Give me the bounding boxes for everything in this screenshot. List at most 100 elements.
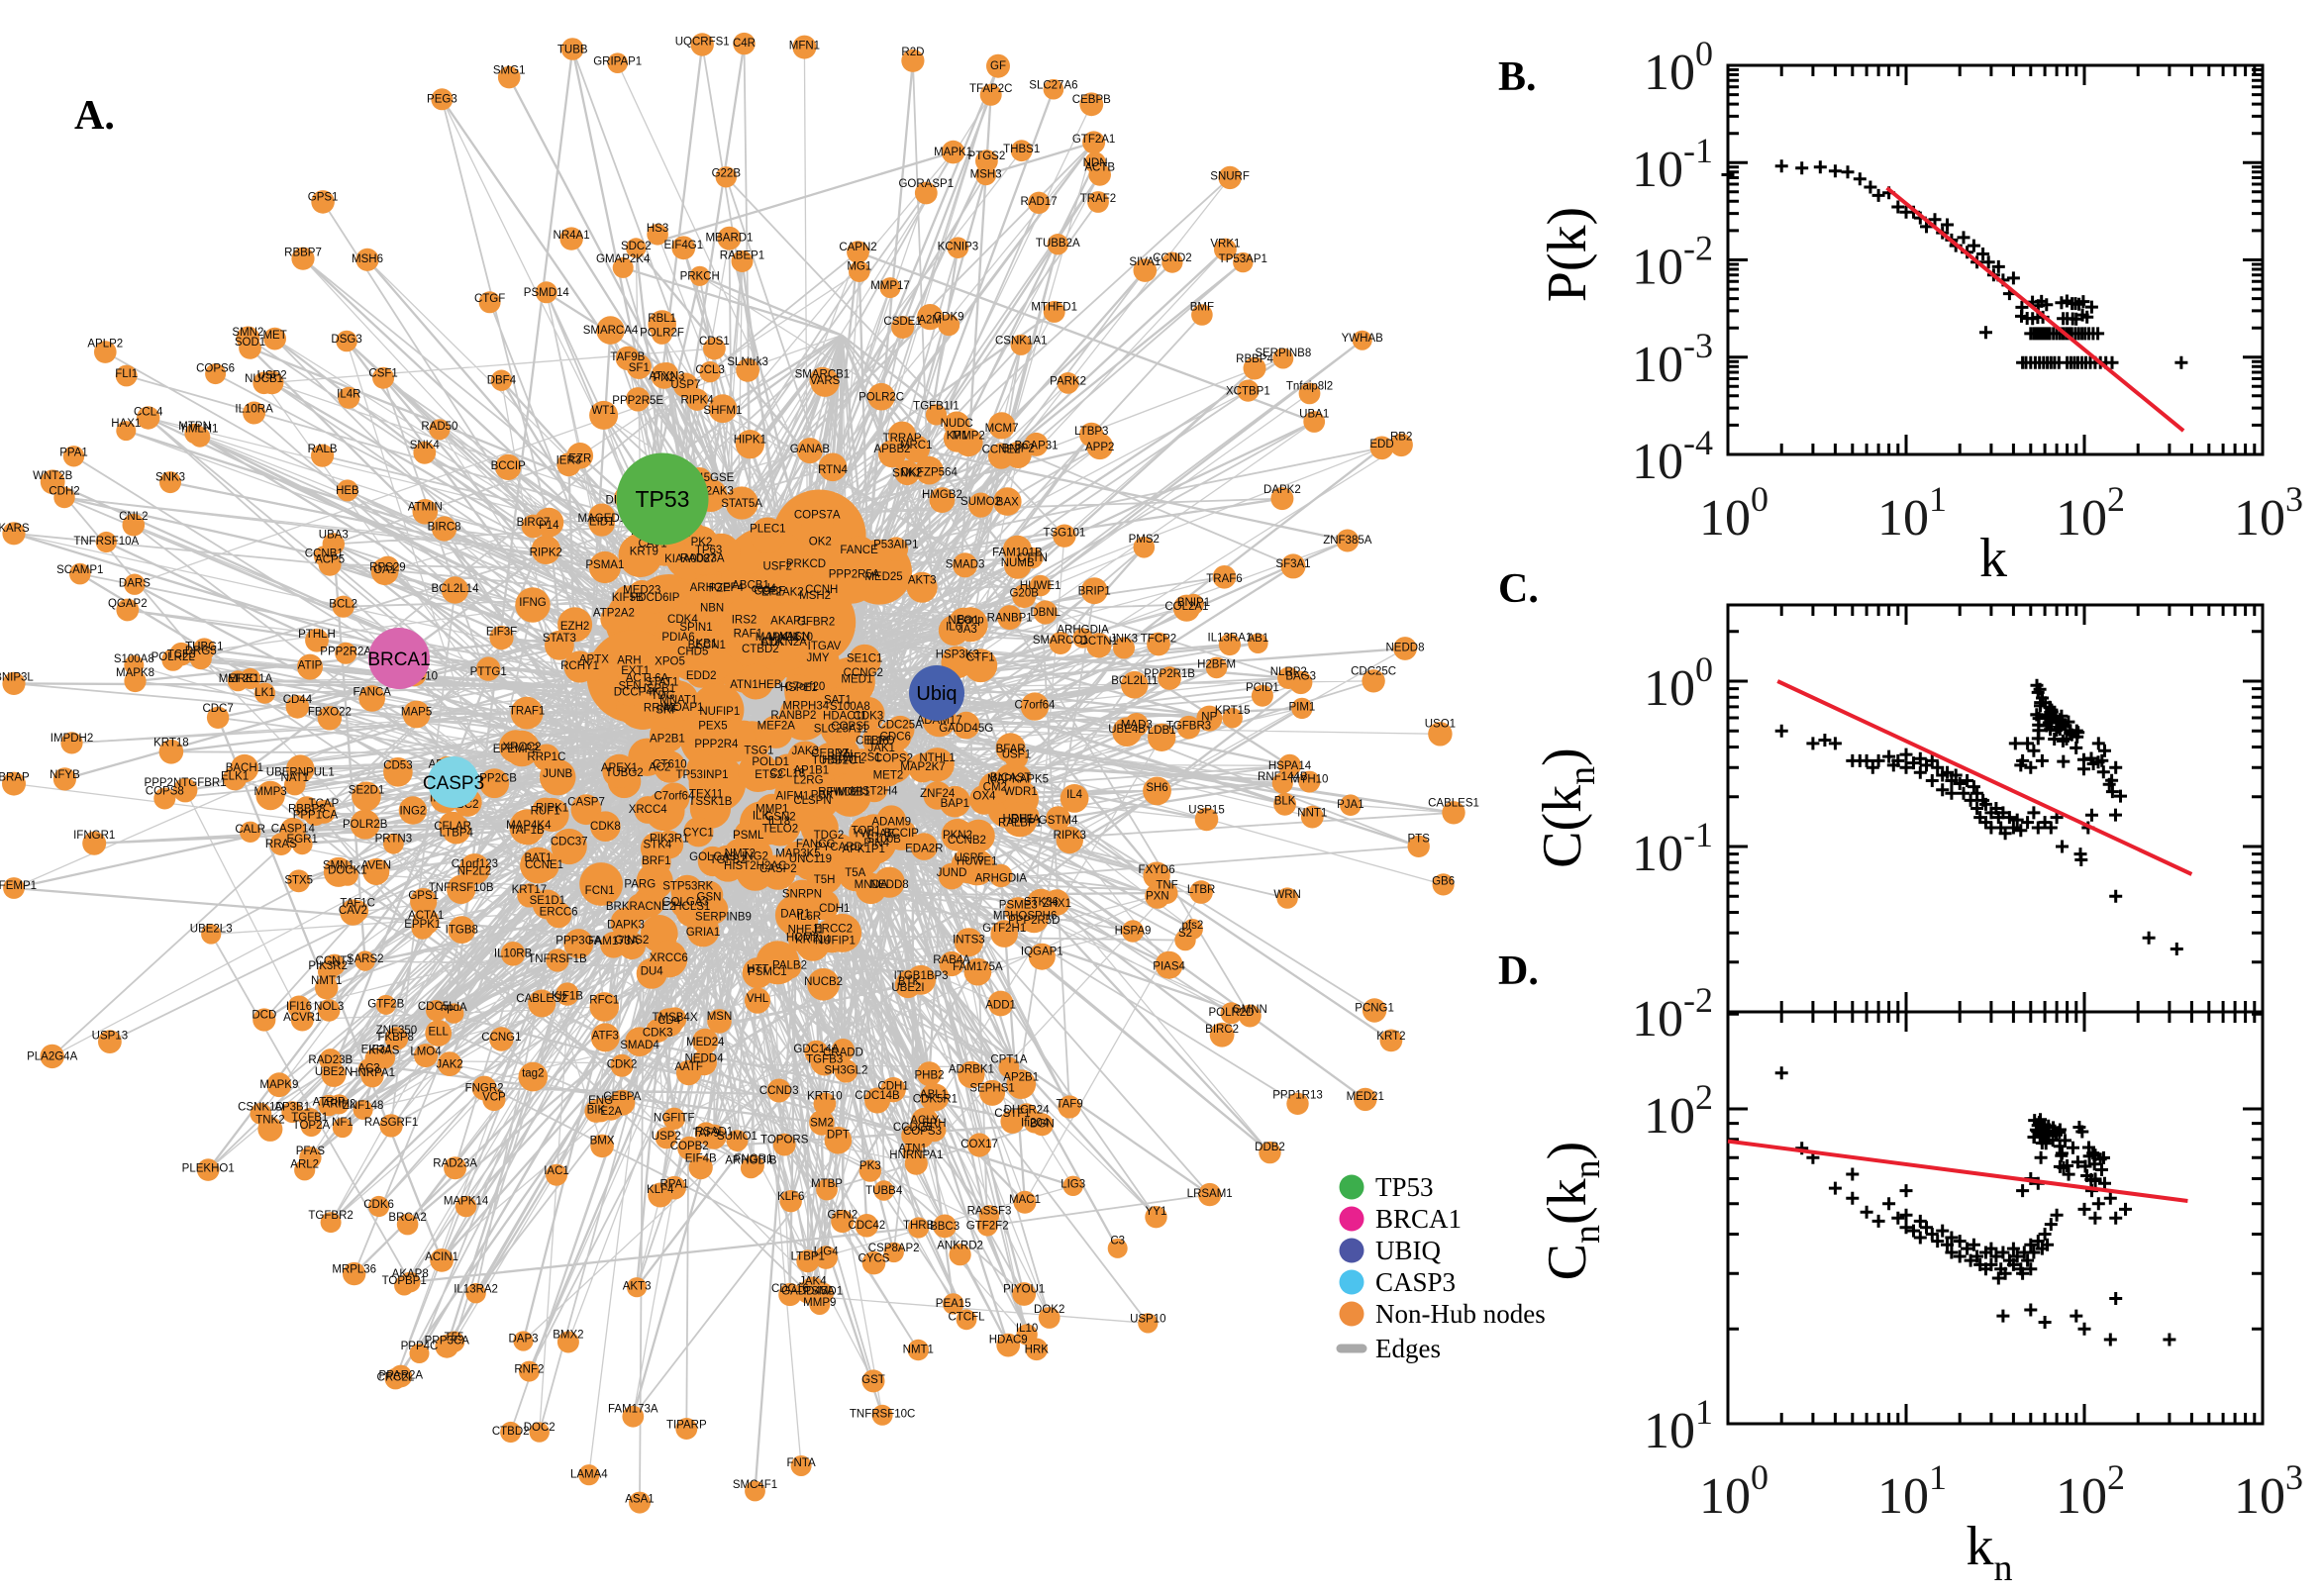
svg-text:ACTA1: ACTA1	[408, 910, 444, 922]
svg-text:IL13RA1: IL13RA1	[1208, 633, 1253, 645]
svg-text:FANCA: FANCA	[354, 687, 392, 699]
svg-text:PCID1: PCID1	[1246, 682, 1279, 694]
svg-text:SPIN1: SPIN1	[679, 622, 712, 634]
svg-text:CABLES2: CABLES2	[516, 993, 567, 1005]
svg-text:KRAS: KRAS	[368, 1046, 400, 1057]
svg-text:SNK4: SNK4	[410, 440, 441, 451]
svg-text:LIG3: LIG3	[1060, 1179, 1085, 1191]
svg-text:RASGRF1: RASGRF1	[364, 1117, 418, 1129]
svg-text:KIAA0087: KIAA0087	[664, 553, 716, 565]
svg-text:TNF: TNF	[1156, 880, 1177, 892]
svg-text:CCNT1: CCNT1	[316, 955, 354, 967]
svg-text:S100A8: S100A8	[114, 653, 154, 665]
svg-text:BAX: BAX	[996, 496, 1019, 508]
svg-text:PPP3GA: PPP3GA	[556, 935, 601, 947]
svg-text:RNF2: RNF2	[514, 1363, 544, 1375]
svg-text:KRT10: KRT10	[807, 1090, 843, 1102]
svg-text:PPP2R5D: PPP2R5D	[1008, 915, 1060, 927]
svg-text:C(kn): C(kn)	[1532, 748, 1603, 868]
svg-text:COPS6: COPS6	[196, 363, 235, 375]
svg-text:PSME3: PSME3	[999, 900, 1038, 912]
svg-text:ATXN3: ATXN3	[649, 371, 684, 383]
svg-text:BTK: BTK	[898, 976, 921, 988]
svg-text:SMARCC1: SMARCC1	[1033, 635, 1088, 647]
svg-text:KRT2: KRT2	[1376, 1031, 1405, 1043]
svg-text:IL10: IL10	[1016, 1323, 1038, 1335]
svg-text:TAF9B: TAF9B	[610, 351, 645, 363]
svg-text:CASP7: CASP7	[567, 797, 605, 809]
svg-text:DKFZP564: DKFZP564	[901, 467, 958, 479]
svg-text:MNAT1: MNAT1	[659, 695, 697, 707]
svg-text:RBBP8: RBBP8	[288, 803, 326, 815]
svg-text:CHD5: CHD5	[677, 647, 708, 658]
svg-text:COPS5: COPS5	[831, 721, 869, 733]
svg-text:TRRAP: TRRAP	[883, 433, 922, 445]
svg-text:P53AIP1: P53AIP1	[873, 540, 918, 551]
svg-text:BRCA2: BRCA2	[388, 1212, 426, 1224]
svg-text:AKAP1: AKAP1	[770, 616, 807, 628]
svg-text:LRSAM1: LRSAM1	[1187, 1188, 1233, 1200]
svg-text:CDK9: CDK9	[934, 312, 964, 324]
svg-text:PPA1: PPA1	[59, 448, 88, 459]
svg-text:MAPKAPK5: MAPKAPK5	[987, 774, 1049, 786]
svg-text:NUFIP1: NUFIP1	[699, 706, 740, 718]
svg-text:MMP3: MMP3	[253, 786, 286, 798]
svg-text:KRT15: KRT15	[1215, 705, 1251, 717]
svg-text:PPP2R1B: PPP2R1B	[1144, 668, 1195, 680]
svg-text:CSF1: CSF1	[368, 368, 397, 380]
svg-text:RNF144B: RNF144B	[1258, 771, 1308, 783]
svg-text:MG1: MG1	[847, 260, 871, 272]
svg-text:T5A: T5A	[845, 867, 865, 879]
svg-text:CTTN: CTTN	[1017, 552, 1048, 564]
svg-text:RAD50: RAD50	[421, 421, 457, 433]
svg-text:NHEJ1: NHEJ1	[788, 925, 824, 937]
svg-text:RAF1: RAF1	[734, 628, 762, 640]
svg-text:CDC37: CDC37	[551, 836, 588, 848]
svg-text:ATRIP: ATRIP	[313, 1096, 346, 1108]
svg-text:CDS1: CDS1	[699, 336, 730, 348]
svg-text:DCD: DCD	[252, 1009, 276, 1021]
svg-text:IQGAP1: IQGAP1	[1021, 947, 1063, 958]
svg-text:HRH1: HRH1	[1002, 814, 1033, 826]
svg-text:BRIP1: BRIP1	[1078, 586, 1111, 598]
svg-text:MMP17: MMP17	[870, 280, 910, 292]
svg-text:AC2: AC2	[649, 762, 670, 774]
svg-text:PTS: PTS	[1408, 833, 1431, 845]
svg-text:CDK5R1: CDK5R1	[913, 1093, 958, 1105]
svg-text:BMX: BMX	[590, 1136, 615, 1147]
svg-text:HUWE1: HUWE1	[957, 856, 998, 868]
svg-text:UBE2L3: UBE2L3	[190, 924, 233, 936]
svg-text:APEX1: APEX1	[601, 762, 638, 774]
svg-text:RABEP1: RABEP1	[720, 250, 764, 262]
svg-text:PBK: PBK	[811, 790, 834, 802]
svg-text:SUMO2: SUMO2	[960, 496, 1001, 508]
svg-text:NOL3: NOL3	[314, 1001, 344, 1013]
svg-text:PPP1CA: PPP1CA	[293, 809, 339, 821]
svg-text:NNT1: NNT1	[1297, 807, 1327, 819]
svg-text:MTBP: MTBP	[811, 1178, 843, 1190]
svg-text:FKBP8: FKBP8	[377, 1032, 413, 1044]
svg-text:CSDE1: CSDE1	[883, 316, 921, 328]
svg-text:k: k	[1979, 528, 2007, 589]
svg-text:APP2: APP2	[1085, 442, 1114, 453]
svg-text:BNIP1: BNIP1	[1177, 597, 1210, 609]
svg-text:101: 101	[1877, 479, 1947, 547]
svg-text:TUBG2: TUBG2	[605, 767, 643, 779]
svg-text:TGFB1I1: TGFB1I1	[913, 400, 960, 412]
svg-text:BRCA1: BRCA1	[367, 649, 430, 670]
svg-text:RAD23B: RAD23B	[308, 1054, 353, 1066]
svg-text:RRP1C: RRP1C	[527, 751, 565, 763]
svg-text:ARHGEF4: ARHGEF4	[690, 582, 745, 594]
svg-text:TNFRSF10B: TNFRSF10B	[429, 882, 494, 894]
svg-text:ATN1HEB: ATN1HEB	[730, 679, 782, 691]
svg-text:DFFA: DFFA	[1011, 814, 1041, 826]
svg-text:H2BFM: H2BFM	[1197, 658, 1236, 670]
svg-text:CEBPD: CEBPD	[856, 735, 895, 747]
svg-text:HNRPA1: HNRPA1	[350, 1067, 395, 1079]
svg-text:TAF9: TAF9	[1056, 1099, 1082, 1111]
svg-text:PDCD6IP: PDCD6IP	[631, 592, 680, 604]
svg-text:MAPK14: MAPK14	[444, 1196, 489, 1208]
svg-text:TNFRSF10A: TNFRSF10A	[73, 536, 139, 548]
svg-text:PYCARD: PYCARD	[815, 842, 862, 853]
svg-text:TCF3: TCF3	[167, 648, 196, 660]
